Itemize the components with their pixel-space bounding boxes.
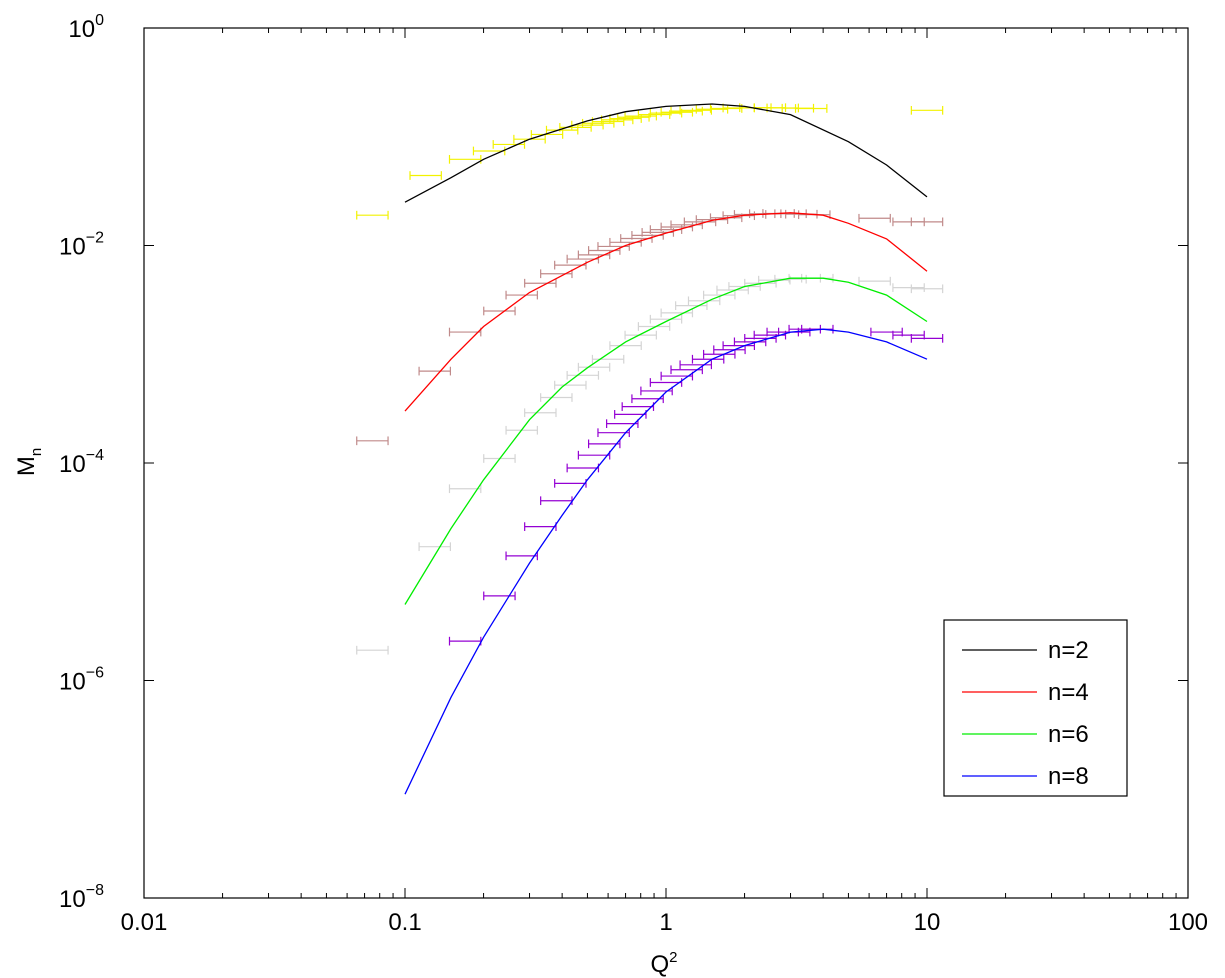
error-bar-group-n=2 <box>356 103 944 220</box>
y-tick-label-exponent: −6 <box>86 665 104 682</box>
error-bar-point <box>472 146 506 156</box>
y-axis-title: Mn <box>13 448 45 476</box>
error-bar-point <box>679 360 712 370</box>
y-axis-title-base: M <box>13 456 40 476</box>
error-bar-point <box>483 306 516 316</box>
legend-box <box>943 619 1128 797</box>
y-tick-label-base: 10 <box>59 669 86 696</box>
error-bar-point <box>418 542 451 552</box>
error-bar-point <box>713 345 746 355</box>
x-axis-title-base: Q <box>650 951 669 978</box>
plot-marks <box>356 103 944 795</box>
error-bar-point <box>794 104 828 113</box>
y-tick-label-base: 10 <box>59 234 86 261</box>
error-bar-point <box>356 645 389 655</box>
x-tick-label: 1 <box>659 909 672 936</box>
error-bar-point <box>591 354 625 364</box>
y-tick-label-exponent: −2 <box>86 230 104 247</box>
y-tick-label: 10−8 <box>59 882 104 913</box>
error-bar-point <box>892 283 925 292</box>
error-bar-group-n=6 <box>356 273 944 655</box>
error-bar-point <box>649 378 683 387</box>
error-bar-point <box>774 274 807 284</box>
error-bar-point <box>554 478 587 488</box>
legend-label: n=8 <box>1048 763 1089 790</box>
y-tick-label: 10−2 <box>59 230 104 261</box>
y-axis-title-sub: n <box>28 448 45 456</box>
x-axis-title: Q2 <box>650 949 677 978</box>
error-bar-point <box>356 210 389 220</box>
x-axis-title-sup: 2 <box>669 949 677 966</box>
error-bar-point <box>703 349 736 359</box>
error-bar-point <box>540 393 573 402</box>
error-bar-point <box>587 439 621 449</box>
error-bar-point <box>554 380 587 390</box>
error-bar-point <box>858 213 891 223</box>
error-bar-point <box>716 285 749 295</box>
error-bar-point <box>409 171 442 180</box>
x-tick-label: 0.1 <box>388 909 421 936</box>
error-bar-point <box>505 551 538 561</box>
error-bar-point <box>566 370 600 380</box>
error-bar-point <box>524 278 557 288</box>
error-bar-point <box>356 436 389 446</box>
series-line-n=2 <box>404 103 928 203</box>
y-tick-label-base: 10 <box>68 16 95 43</box>
error-bar-point <box>649 314 683 324</box>
y-tick-label-base: 10 <box>59 886 86 913</box>
error-bar-point <box>858 276 891 286</box>
series-line-n=6 <box>404 277 928 605</box>
error-bar-point <box>448 484 482 494</box>
series-line-n=4 <box>404 212 928 412</box>
error-bar-point <box>660 107 694 117</box>
y-tick-label-exponent: 0 <box>95 12 104 29</box>
error-bar-point <box>695 104 729 114</box>
y-tick-label-exponent: −4 <box>86 447 104 464</box>
legend-label: n=6 <box>1048 721 1089 748</box>
error-bar-point <box>566 463 600 473</box>
x-tick-label: 100 <box>1168 909 1208 936</box>
y-tick-label-exponent: −8 <box>86 882 104 899</box>
x-tick-label: 10 <box>914 909 941 936</box>
error-bar-point <box>524 408 557 418</box>
error-bar-point <box>910 334 944 343</box>
y-tick-label: 10−4 <box>59 447 104 478</box>
error-bar-point <box>910 105 944 115</box>
error-bar-point <box>691 354 725 364</box>
x-tick-label: 0.01 <box>121 909 168 936</box>
error-bar-point <box>703 290 736 300</box>
error-bar-point <box>577 362 611 372</box>
error-bar-point <box>675 301 708 310</box>
error-bar-point <box>609 341 642 350</box>
error-bar-point <box>910 217 944 227</box>
legend: n=2 n=4 n=6 n=8 <box>943 619 1128 797</box>
error-bar-point <box>637 322 671 331</box>
error-bar-point <box>631 394 664 404</box>
error-bar-point <box>695 215 729 224</box>
error-bar-point <box>670 106 703 116</box>
y-tick-label: 10−6 <box>59 665 104 696</box>
error-bar-point <box>505 290 538 300</box>
error-bar-point <box>571 120 604 130</box>
error-bar-point <box>448 154 482 164</box>
legend-label: n=4 <box>1048 679 1089 706</box>
error-bar-point <box>418 366 451 376</box>
error-bar-point <box>660 308 694 318</box>
error-bar-point <box>687 296 721 306</box>
y-tick-label-base: 10 <box>59 451 86 478</box>
legend-label: n=2 <box>1048 637 1089 664</box>
error-bar-point <box>624 330 657 340</box>
y-tick-label: 100 <box>68 12 104 43</box>
error-bar-point <box>910 284 944 294</box>
series-line-n=8 <box>404 328 928 795</box>
